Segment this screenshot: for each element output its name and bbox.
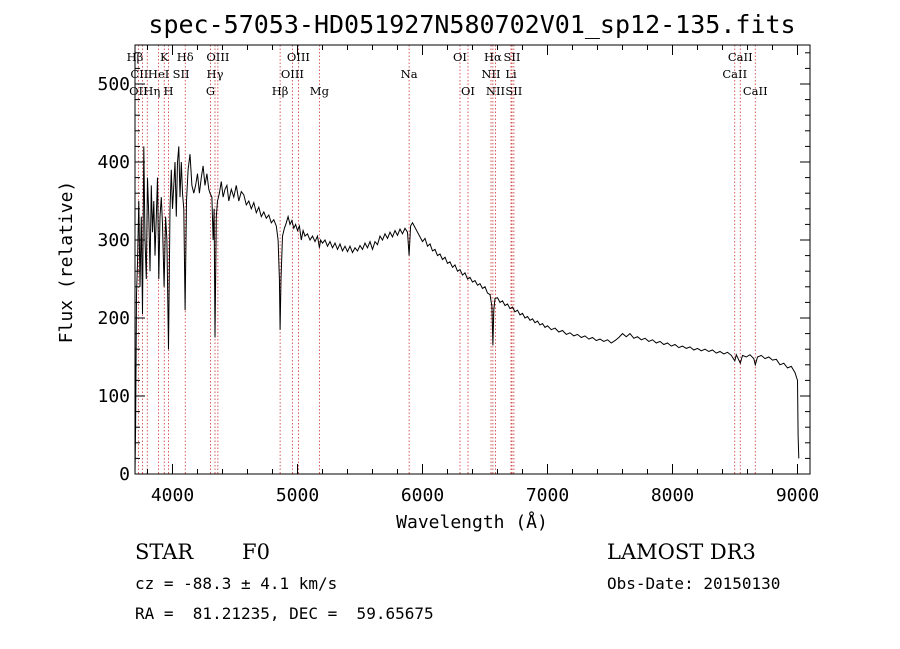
chart-title: spec-57053-HD051927N580702V01_sp12-135.f… [148,10,795,39]
line-mark-label: Hδ [177,50,194,64]
line-mark-label: OI [453,50,467,64]
line-mark-label: CaII [722,67,747,81]
line-mark-label: NII [486,84,505,98]
x-tick-label: 6000 [401,485,444,506]
object-type: STAR [135,540,194,564]
x-tick-label: 7000 [526,485,569,506]
x-tick-label: 4000 [151,485,194,506]
line-mark-label: Li [505,67,517,81]
y-tick-label: 200 [97,308,130,329]
line-mark-label: G [206,84,215,98]
line-mark-label: OI [461,84,475,98]
coordinates: RA = 81.21235, DEC = 59.65675 [135,604,434,623]
line-mark-label: CII [130,67,148,81]
x-axis-ticks: 4000 5000 6000 7000 8000 9000 [147,45,819,506]
y-tick-label: 100 [97,386,130,407]
line-mark-label: OIII [206,50,229,64]
line-mark-label: Hη [143,84,160,98]
y-axis-ticks: 0 100 200 300 400 500 [97,52,810,485]
line-mark-label: NII [481,67,500,81]
y-tick-label: 300 [97,230,130,251]
x-tick-label: 9000 [776,485,819,506]
observation-date: Obs-Date: 20150130 [607,574,781,593]
x-tick-label: 5000 [276,485,319,506]
line-mark-label: SII [504,50,521,64]
redshift-velocity: cz = -88.3 ± 4.1 km/s [135,574,338,593]
line-mark-label: OIII [281,67,304,81]
line-mark-label: CaII [743,84,768,98]
y-tick-label: 0 [119,464,130,485]
line-mark-label: Hβ [272,84,289,98]
plot-frame [134,44,811,475]
y-tick-label: 400 [97,152,130,173]
y-tick-label: 500 [97,74,130,95]
line-mark-label: K [160,50,169,64]
line-mark-label: OIII [287,50,310,64]
y-axis-label: Flux (relative) [56,181,77,344]
line-mark-label: Na [401,67,418,81]
line-mark-label: OII [129,84,148,98]
line-mark-label: H [163,84,173,98]
line-mark-label: Hα [484,50,502,64]
spectrum-line [134,146,800,475]
survey-name: LAMOST DR3 [607,540,756,564]
spectral-subclass: F0 [242,540,270,564]
x-axis-label: Wavelength (Å) [396,511,548,533]
line-mark-label: SII [505,84,522,98]
line-mark-label: CaII [728,50,753,64]
line-mark-label: HeI [148,67,169,81]
line-mark-label: Hγ [207,67,224,81]
spectral-line-marks [137,45,756,474]
line-mark-label: SII [173,67,190,81]
x-tick-label: 8000 [651,485,694,506]
line-mark-label: Mg [310,84,330,98]
